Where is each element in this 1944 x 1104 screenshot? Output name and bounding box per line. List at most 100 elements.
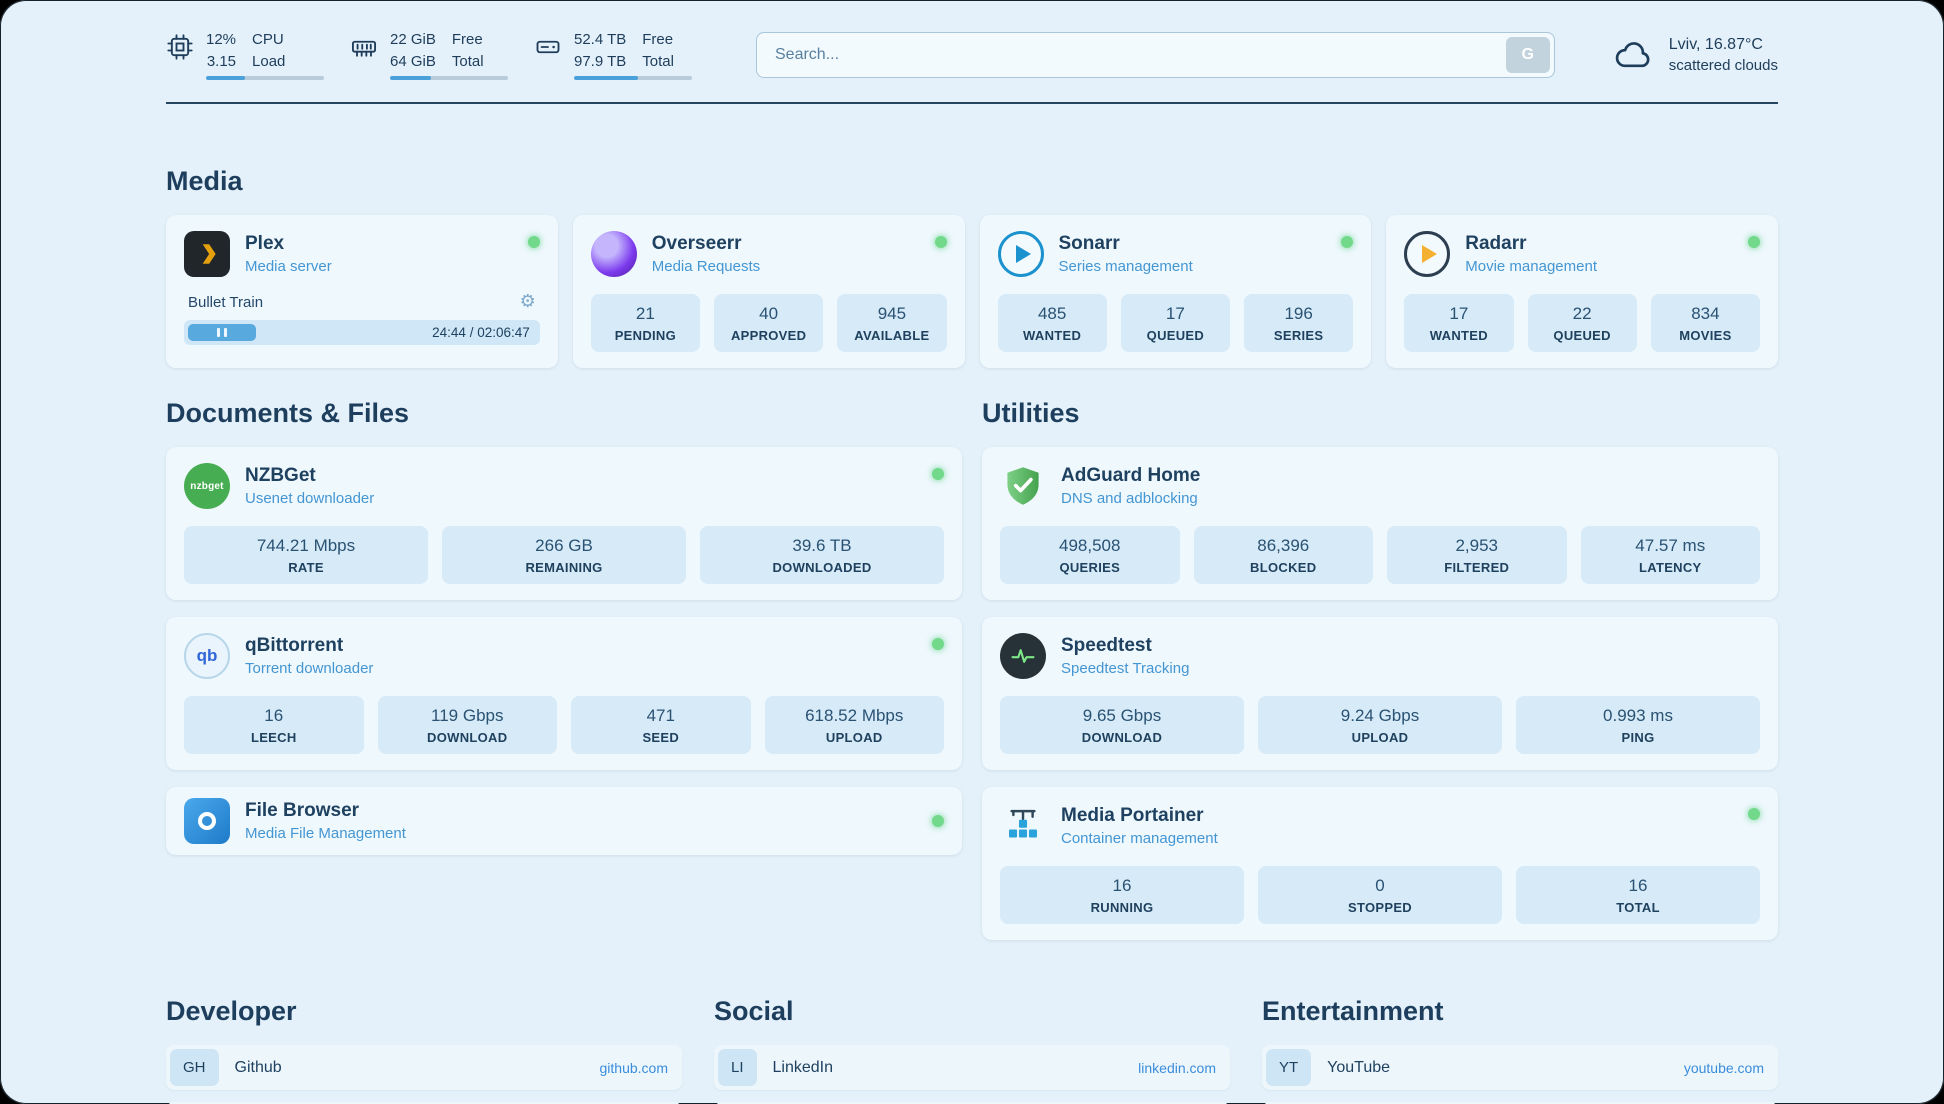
adguard-icon [1000,463,1046,509]
stat-tile: 834 MOVIES [1650,294,1760,352]
card-portainer[interactable]: Media Portainer Container management 16 R… [982,787,1778,940]
bookmark-name: LinkedIn [772,1058,834,1076]
weather-condition: scattered clouds [1668,57,1778,74]
stat-tile: 485 WANTED [997,294,1107,352]
disk-widget: 52.4 TB 97.9 TB Free Total [534,30,692,80]
cpu-load-label: Load [252,52,286,70]
section-media: Media Plex Media server [166,166,1778,368]
pause-button[interactable] [188,324,256,341]
bookmark-name: YouTube [1327,1058,1391,1076]
stat-tile: 119 Gbps DOWNLOAD [377,696,557,754]
bookmark-group-developer: Developer GH Github github.com SO StackO… [166,996,682,1104]
bookmark-group-entertainment: Entertainment YT YouTube youtube.com NF … [1262,996,1778,1104]
media-section-title: Media [166,166,243,196]
plex-icon [184,231,230,277]
disk-progress-fill [574,76,638,80]
card-plex[interactable]: Plex Media server Bullet Train ⚙ [166,215,558,368]
app-subtitle: Series management [1058,258,1193,275]
stat-tile: 471 SEED [571,696,751,754]
card-filebrowser[interactable]: File Browser Media File Management [166,787,962,855]
bookmark-linkedin[interactable]: LI LinkedIn linkedin.com [714,1045,1230,1090]
app-subtitle: Media Requests [651,258,761,275]
stat-tile: 266 GB REMAINING [442,526,686,584]
ram-free-label: Free [451,31,483,48]
app-subtitle: Usenet downloader [245,490,375,507]
app-name: Plex [245,233,285,254]
app-name: AdGuard Home [1061,465,1201,486]
stat-tile: 16 TOTAL [1516,866,1760,924]
header-divider [166,102,1778,104]
stat-tile: 21 PENDING [590,294,700,352]
ram-progress-fill [390,76,432,80]
bookmark-stackoverflow[interactable]: SO StackOverflow stackoverflow.com [166,1102,682,1104]
status-dot [932,468,944,480]
cpu-progress-fill [206,76,245,80]
cpu-chip-icon [166,33,194,61]
portainer-icon [1000,803,1046,849]
bookmark-abbr: LI [718,1049,757,1086]
overseerr-icon [590,231,637,277]
stat-tile: 40 APPROVED [714,294,824,352]
app-subtitle: Speedtest Tracking [1061,660,1190,677]
card-sonarr[interactable]: Sonarr Series management 485 WANTED 17 QUE… [979,215,1372,368]
bookmark-netflix[interactable]: NF Netflix netflix.com [1262,1102,1778,1104]
status-dot [1748,236,1760,248]
disk-progress-bar [574,76,692,80]
weather-location: Lviv, 16.87°C [1668,36,1763,53]
card-nzbget[interactable]: nzbget NZBGet Usenet downloader 744.21 M… [166,447,962,600]
bookmark-github[interactable]: GH Github github.com [166,1045,682,1090]
ram-total-label: Total [451,52,484,70]
stat-tile: 196 SERIES [1244,294,1354,352]
status-dot [932,815,944,827]
memory-icon [350,33,378,61]
search-input[interactable] [756,32,1555,78]
search-bar: G [756,32,1555,78]
bookmark-twitter[interactable]: TW Twitter twitter.com [714,1102,1230,1104]
app-subtitle: DNS and adblocking [1061,490,1198,507]
card-qbittorrent[interactable]: qb qBittorrent Torrent downloader 16 LEEC… [166,617,962,770]
app-name: File Browser [245,800,360,821]
stat-tile: 9.24 Gbps UPLOAD [1258,696,1502,754]
bookmarks-area: Developer GH Github github.com SO StackO… [166,996,1778,1104]
bookmark-abbr: YT [1266,1049,1312,1086]
status-dot [1748,808,1760,820]
speedtest-icon [1000,633,1046,679]
section-utilities: Utilities [982,398,1778,940]
disk-free-label: Free [642,31,674,48]
app-subtitle: Media server [245,258,332,275]
app-name: Radarr [1465,233,1527,254]
cpu-label: CPU [252,31,284,48]
sonarr-icon [997,231,1044,277]
app-subtitle: Torrent downloader [245,660,374,677]
memory-widget: 22 GiB 64 GiB Free Total [350,30,508,80]
card-speedtest[interactable]: Speedtest Speedtest Tracking 9.65 Gbps DO… [982,617,1778,770]
stat-tile: 498,508 QUERIES [1000,526,1180,584]
stat-tile: 9.65 Gbps DOWNLOAD [1000,696,1244,754]
ram-total-value: 64 GiB [390,52,436,70]
entertainment-group-title: Entertainment [1262,996,1444,1026]
card-overseerr[interactable]: Overseerr Media Requests 21 PENDING 40 APP… [572,215,965,368]
app-subtitle: Media File Management [245,825,406,842]
app-subtitle: Container management [1061,830,1218,847]
bookmark-group-social: Social LI LinkedIn linkedin.com TW Twitt… [714,996,1230,1104]
stat-tile: 39.6 TB DOWNLOADED [700,526,944,584]
card-radarr[interactable]: Radarr Movie management 17 WANTED 22 QUEUE… [1386,215,1778,368]
search-provider-button[interactable]: G [1505,37,1550,73]
playback-progress-bar[interactable]: 24:44 / 02:06:47 [184,320,540,345]
card-adguard[interactable]: AdGuard Home DNS and adblocking 498,508 Q… [982,447,1778,600]
app-name: qBittorrent [245,635,344,656]
app-subtitle: Movie management [1465,258,1597,275]
now-playing-title: Bullet Train [188,293,264,311]
bookmark-youtube[interactable]: YT YouTube youtube.com [1262,1045,1778,1090]
stat-tile: 86,396 BLOCKED [1193,526,1373,584]
gear-icon[interactable]: ⚙ [519,291,536,312]
ram-progress-bar [390,76,508,80]
app-name: Overseerr [651,233,742,254]
playback-time: 24:44 / 02:06:47 [432,325,530,340]
weather-widget: Lviv, 16.87°C scattered clouds [1611,35,1778,75]
stat-tile: 618.52 Mbps UPLOAD [764,696,944,754]
bookmark-name: Github [234,1058,282,1076]
status-dot [932,638,944,650]
app-name: Speedtest [1061,635,1152,656]
